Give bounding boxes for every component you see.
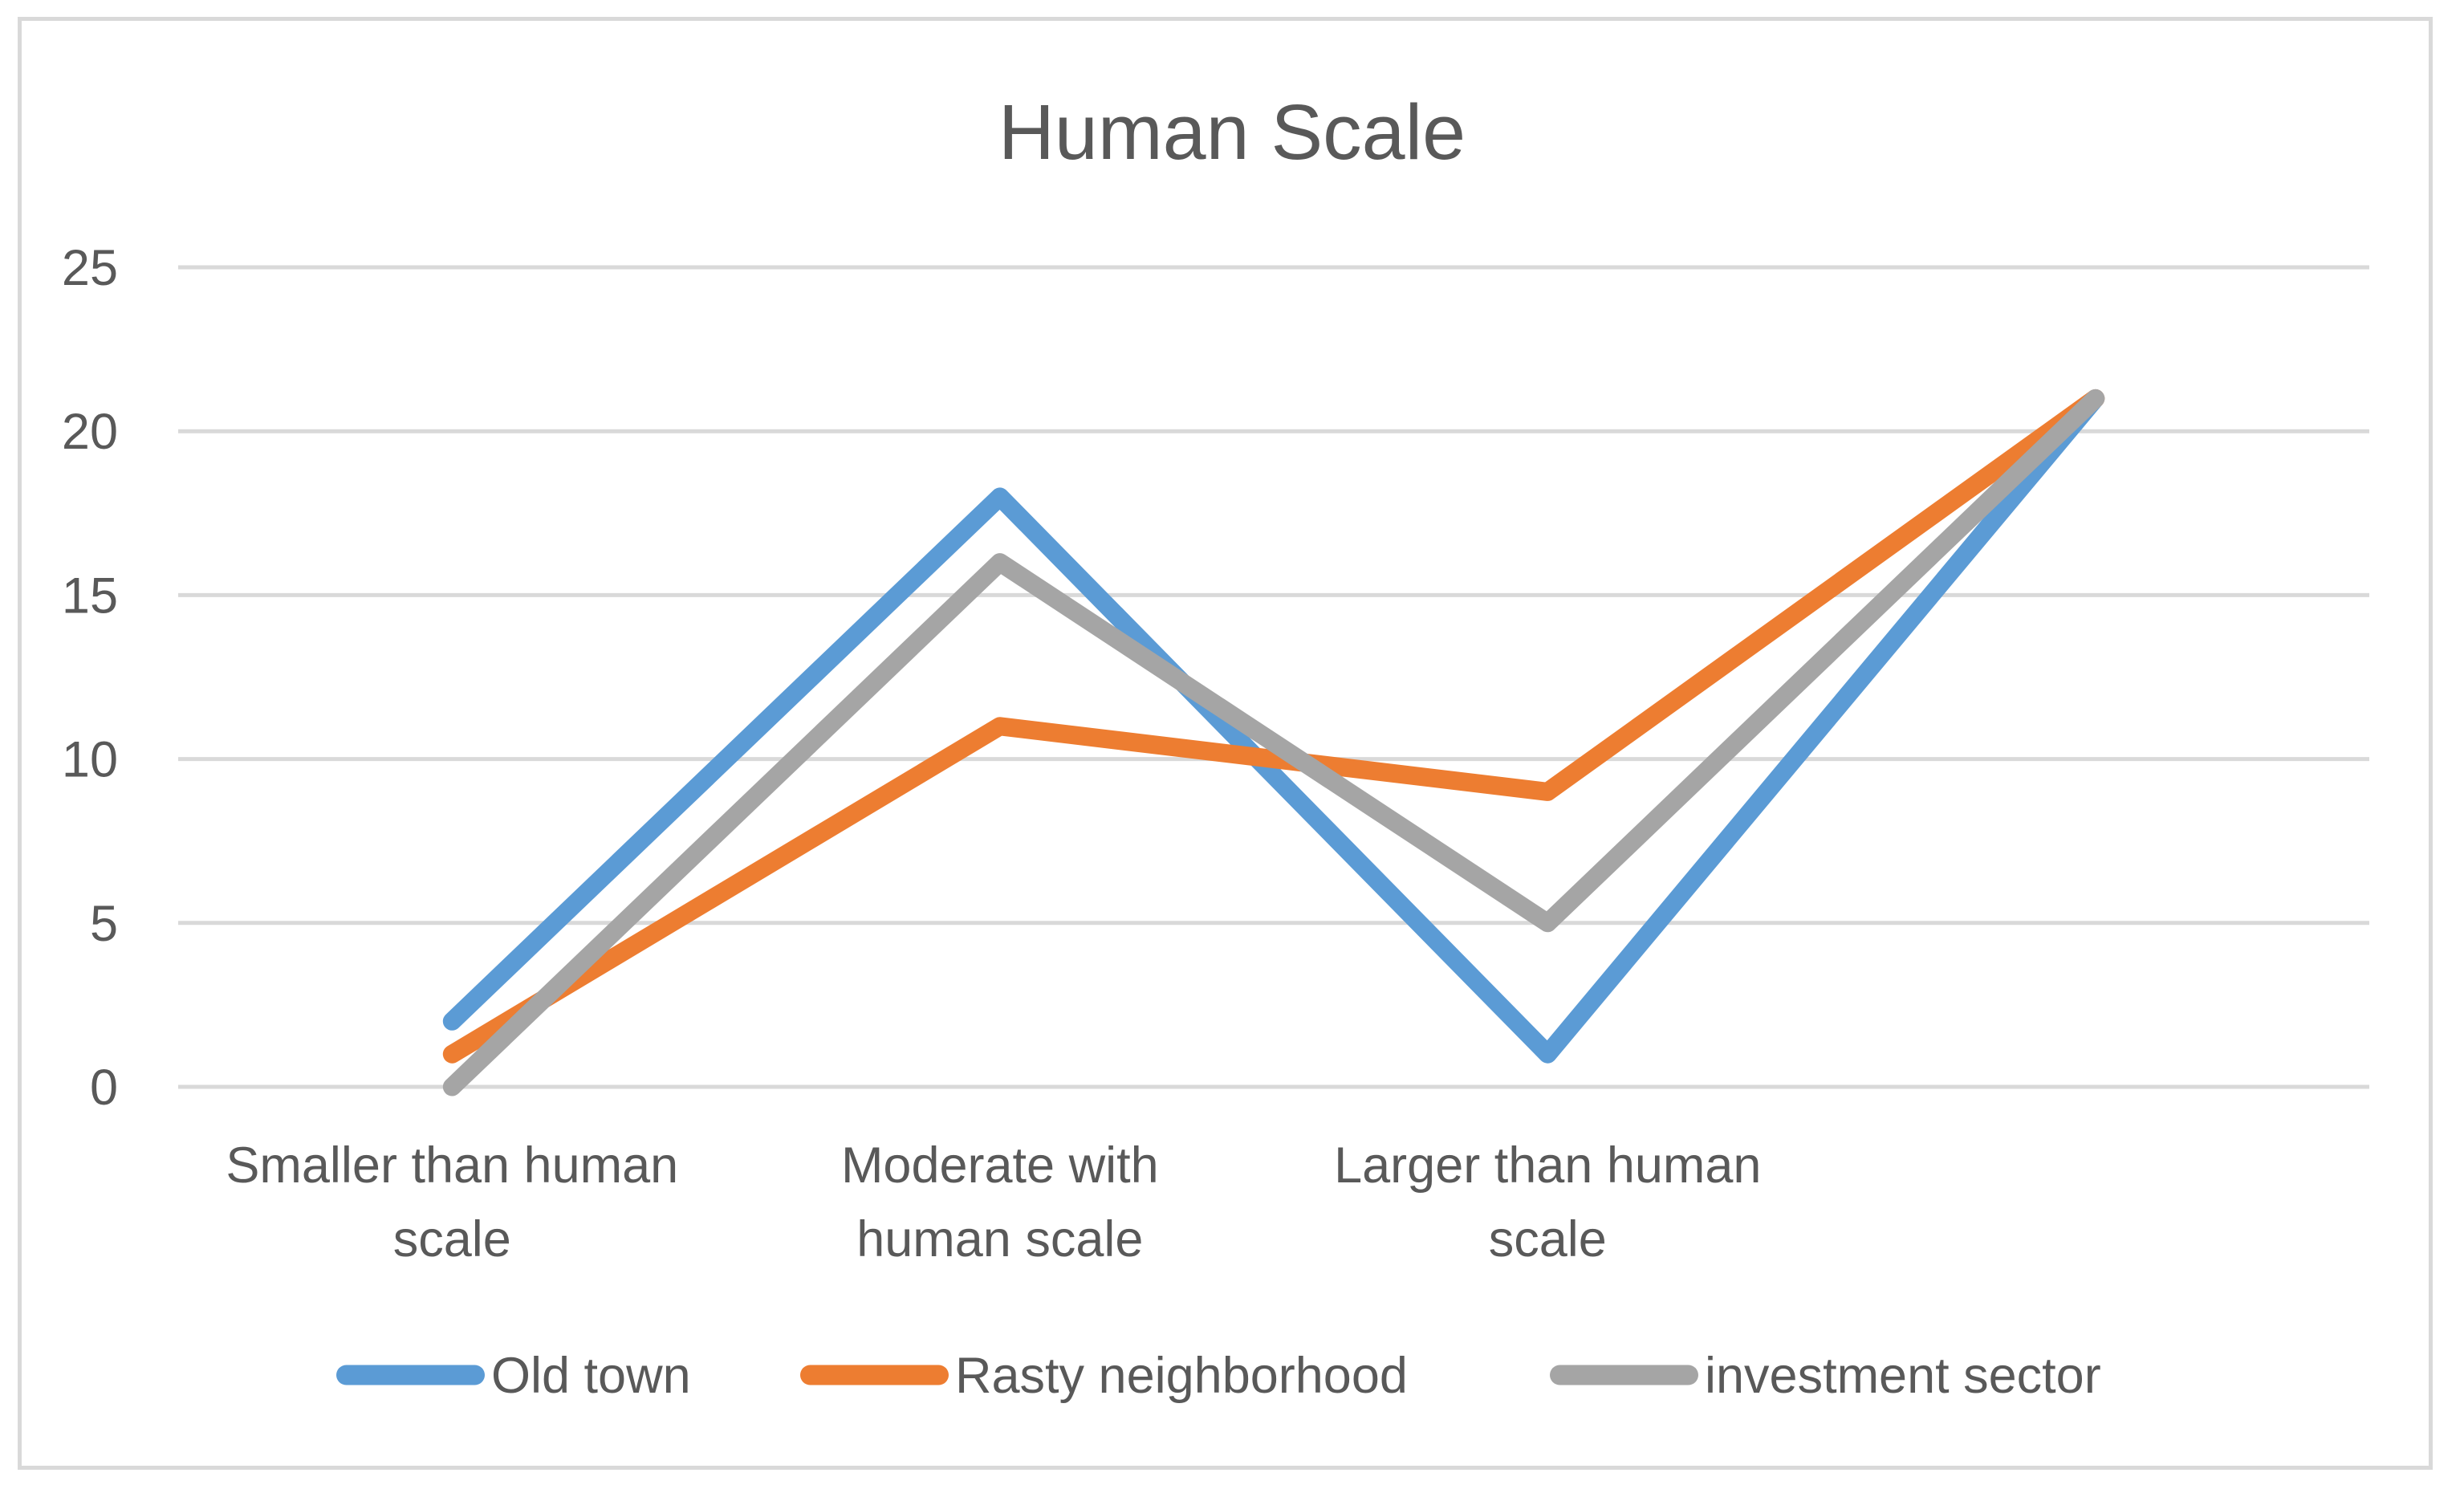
y-tick-label: 0 — [90, 1060, 118, 1116]
series-line-old-town — [442, 389, 2105, 1064]
y-tick-label: 20 — [62, 404, 118, 460]
series-line-rasty-neighborhood — [442, 389, 2105, 1064]
chart-title: Human Scale — [998, 88, 1466, 176]
legend-marker-investment-sector — [1550, 1365, 1698, 1385]
legend-marker-rasty-neighborhood — [800, 1365, 949, 1385]
legend-label-investment-sector: investment sector — [1705, 1348, 2101, 1404]
legend: Old town Rasty neighborhood investment sec… — [336, 1348, 2101, 1404]
chart-frame — [18, 17, 2433, 1470]
y-tick-label: 5 — [90, 896, 118, 952]
x-category-label: Moderate with human scale — [841, 1137, 1159, 1267]
x-category-label-line: Larger than human — [1334, 1137, 1761, 1194]
y-tick-label: 15 — [62, 568, 118, 624]
series-line-investment-sector — [442, 389, 2105, 1096]
y-tick-label: 10 — [62, 732, 118, 788]
x-category-label-line: scale — [393, 1211, 511, 1267]
y-tick-label: 25 — [62, 240, 118, 296]
legend-label-old-town: Old town — [491, 1348, 691, 1404]
legend-label-rasty-neighborhood: Rasty neighborhood — [955, 1348, 1408, 1404]
x-category-label-line: scale — [1489, 1211, 1607, 1267]
x-category-label-line: Moderate with — [841, 1137, 1159, 1194]
x-category-label: Smaller than human scale — [226, 1137, 678, 1267]
y-axis-labels: 0 5 10 15 20 25 — [62, 240, 118, 1116]
x-axis-labels: Smaller than human scale Moderate with huma… — [226, 1137, 1761, 1267]
legend-marker-old-town — [336, 1365, 485, 1385]
x-category-label: Larger than human scale — [1334, 1137, 1761, 1267]
x-category-label-line: Smaller than human — [226, 1137, 678, 1194]
x-category-label-line: human scale — [856, 1211, 1143, 1267]
